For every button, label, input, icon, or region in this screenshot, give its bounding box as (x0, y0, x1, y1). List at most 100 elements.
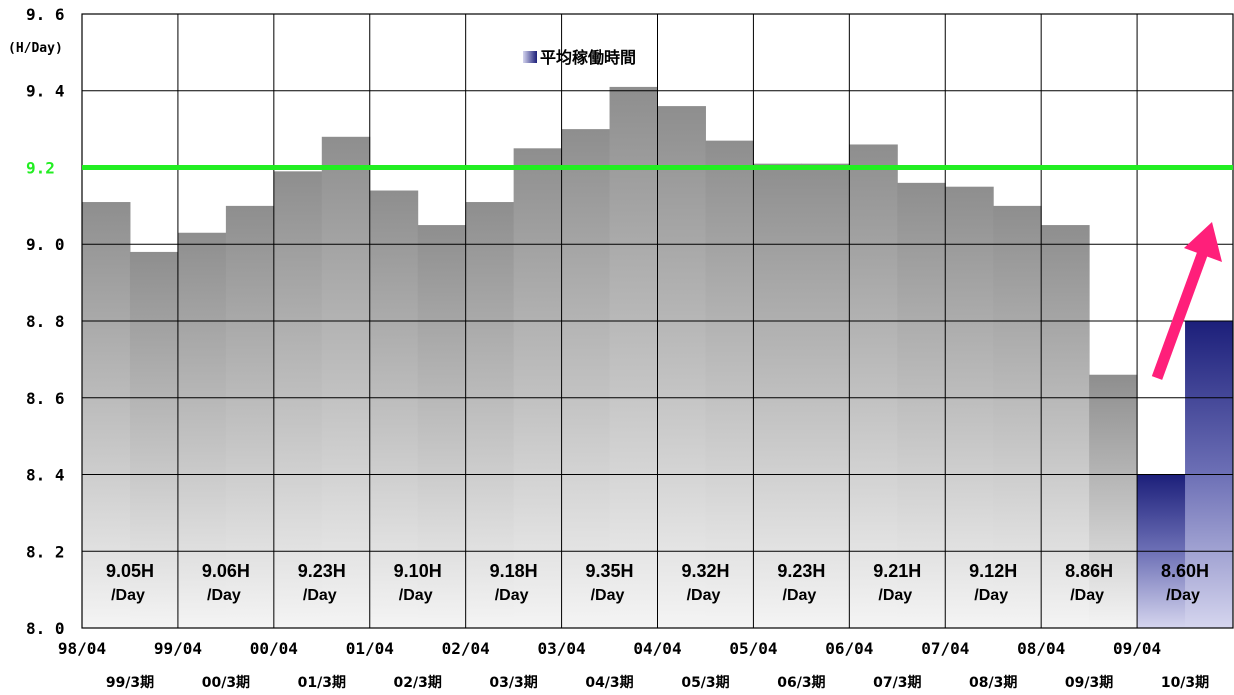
period-label: 05/3期 (681, 675, 729, 691)
bar-8 (465, 202, 515, 629)
y-tick-label: 8. 4 (26, 466, 65, 485)
annual-unit: /Day (1166, 587, 1200, 604)
x-tick-label: 02/04 (442, 639, 490, 658)
period-label: 09/3期 (1065, 675, 1113, 691)
annual-value: 9.18H (490, 561, 538, 581)
annual-unit: /Day (974, 587, 1008, 604)
y-tick-label: 8. 2 (26, 542, 65, 561)
bar-4 (273, 171, 323, 628)
period-label: 03/3期 (489, 675, 537, 691)
bars-layer (82, 86, 1234, 629)
bar-0 (82, 202, 131, 629)
bar-16 (849, 144, 898, 628)
annual-label: 9.23H/Day (298, 561, 346, 604)
y-tick-label: 8. 0 (26, 619, 65, 638)
annual-value: 9.35H (585, 561, 633, 581)
period-label: 10/3期 (1161, 675, 1209, 691)
x-tick-label: 01/04 (346, 639, 394, 658)
period-label: 06/3期 (777, 675, 825, 691)
x-tick-label: 98/04 (58, 639, 106, 658)
annual-unit: /Day (783, 587, 817, 604)
legend-swatch (523, 51, 537, 63)
period-label: 00/3期 (202, 675, 250, 691)
annual-label: 9.35H/Day (585, 561, 633, 604)
target-value-label: 9.2 (26, 159, 55, 178)
period-label: 01/3期 (298, 675, 346, 691)
bar-5 (321, 136, 371, 629)
annual-unit: /Day (878, 587, 912, 604)
annual-value: 9.23H (298, 561, 346, 581)
annual-label: 9.21H/Day (873, 561, 921, 604)
plot-frame (81, 13, 1234, 629)
annual-value: 9.10H (394, 561, 442, 581)
annual-label: 9.23H/Day (777, 561, 825, 604)
x-tick-label: 00/04 (250, 639, 298, 658)
annual-unit: /Day (303, 587, 337, 604)
period-labels: 99/3期 00/3期 01/3期 02/3期 03/3期 04/3期 05/3期 06/3期… (106, 675, 1209, 691)
bar-6 (369, 190, 419, 628)
annual-unit: /Day (687, 587, 721, 604)
annual-value: 9.12H (969, 561, 1017, 581)
bar-14 (753, 163, 802, 628)
upward-trend-arrow-icon (1151, 222, 1222, 380)
x-tick-label: 09/04 (1113, 639, 1161, 658)
annual-value: 9.06H (202, 561, 250, 581)
x-tick-label: 07/04 (921, 639, 969, 658)
annual-value: 8.86H (1065, 561, 1113, 581)
x-tick-label: 04/04 (633, 639, 681, 658)
bar-11 (609, 86, 658, 628)
annual-value: 9.23H (777, 561, 825, 581)
bar-17 (897, 182, 946, 628)
annual-value: 9.21H (873, 561, 921, 581)
annual-label: 9.06H/Day (202, 561, 250, 604)
annual-label: 8.86H/Day (1065, 561, 1113, 604)
period-label: 08/3期 (969, 675, 1017, 691)
bar-1 (129, 251, 179, 629)
bar-21 (1089, 374, 1138, 628)
bar-12 (657, 106, 706, 629)
annual-unit: /Day (111, 587, 145, 604)
annual-label: 8.60H/Day (1161, 561, 1209, 604)
annual-label: 9.12H/Day (969, 561, 1017, 604)
x-tick-label: 08/04 (1017, 639, 1065, 658)
period-label: 99/3期 (106, 675, 154, 691)
annual-unit: /Day (399, 587, 433, 604)
bar-15 (801, 163, 850, 628)
bar-7 (417, 225, 467, 628)
bar-13 (705, 140, 754, 628)
x-tick-label: 05/04 (729, 639, 777, 658)
x-axis-ticks: 98/04 99/04 00/04 01/04 02/04 03/04 04/04 05/04… (58, 639, 1161, 658)
annual-label: 9.18H/Day (490, 561, 538, 604)
y-tick-label: 9. 0 (26, 235, 65, 254)
bar-9 (513, 148, 563, 628)
bar-10 (561, 129, 611, 628)
y-axis-unit-label: (H/Day) (8, 41, 63, 56)
annual-data-labels: 9.05H/Day9.06H/Day9.23H/Day9.10H/Day9.18… (106, 561, 1209, 604)
annual-value: 8.60H (1161, 561, 1209, 581)
annual-label: 9.05H/Day (106, 561, 154, 604)
y-tick-label: 9. 4 (26, 82, 65, 101)
period-label: 02/3期 (394, 675, 442, 691)
bar-3 (225, 205, 275, 628)
y-tick-label: 9. 6 (26, 5, 65, 24)
annual-label: 9.32H/Day (681, 561, 729, 604)
period-label: 07/3期 (873, 675, 921, 691)
bar-19 (993, 205, 1042, 628)
x-tick-label: 03/04 (538, 639, 586, 658)
x-tick-label: 06/04 (825, 639, 873, 658)
grid-layer (81, 13, 1234, 629)
legend: 平均稼働時間 (523, 48, 636, 67)
annual-label: 9.10H/Day (394, 561, 442, 604)
annual-unit: /Day (1070, 587, 1104, 604)
annual-unit: /Day (495, 587, 529, 604)
period-label: 04/3期 (585, 675, 633, 691)
legend-label: 平均稼働時間 (540, 48, 636, 67)
y-tick-label: 8. 6 (26, 389, 65, 408)
bar-20 (1041, 225, 1090, 628)
y-tick-label: 8. 8 (26, 312, 65, 331)
bar-18 (945, 186, 994, 628)
annual-value: 9.32H (681, 561, 729, 581)
y-axis-ticks: 8. 0 8. 2 8. 4 8. 6 8. 8 9. 0 9.2 9. 4 9. 6 (26, 5, 65, 638)
x-tick-label: 99/04 (154, 639, 202, 658)
